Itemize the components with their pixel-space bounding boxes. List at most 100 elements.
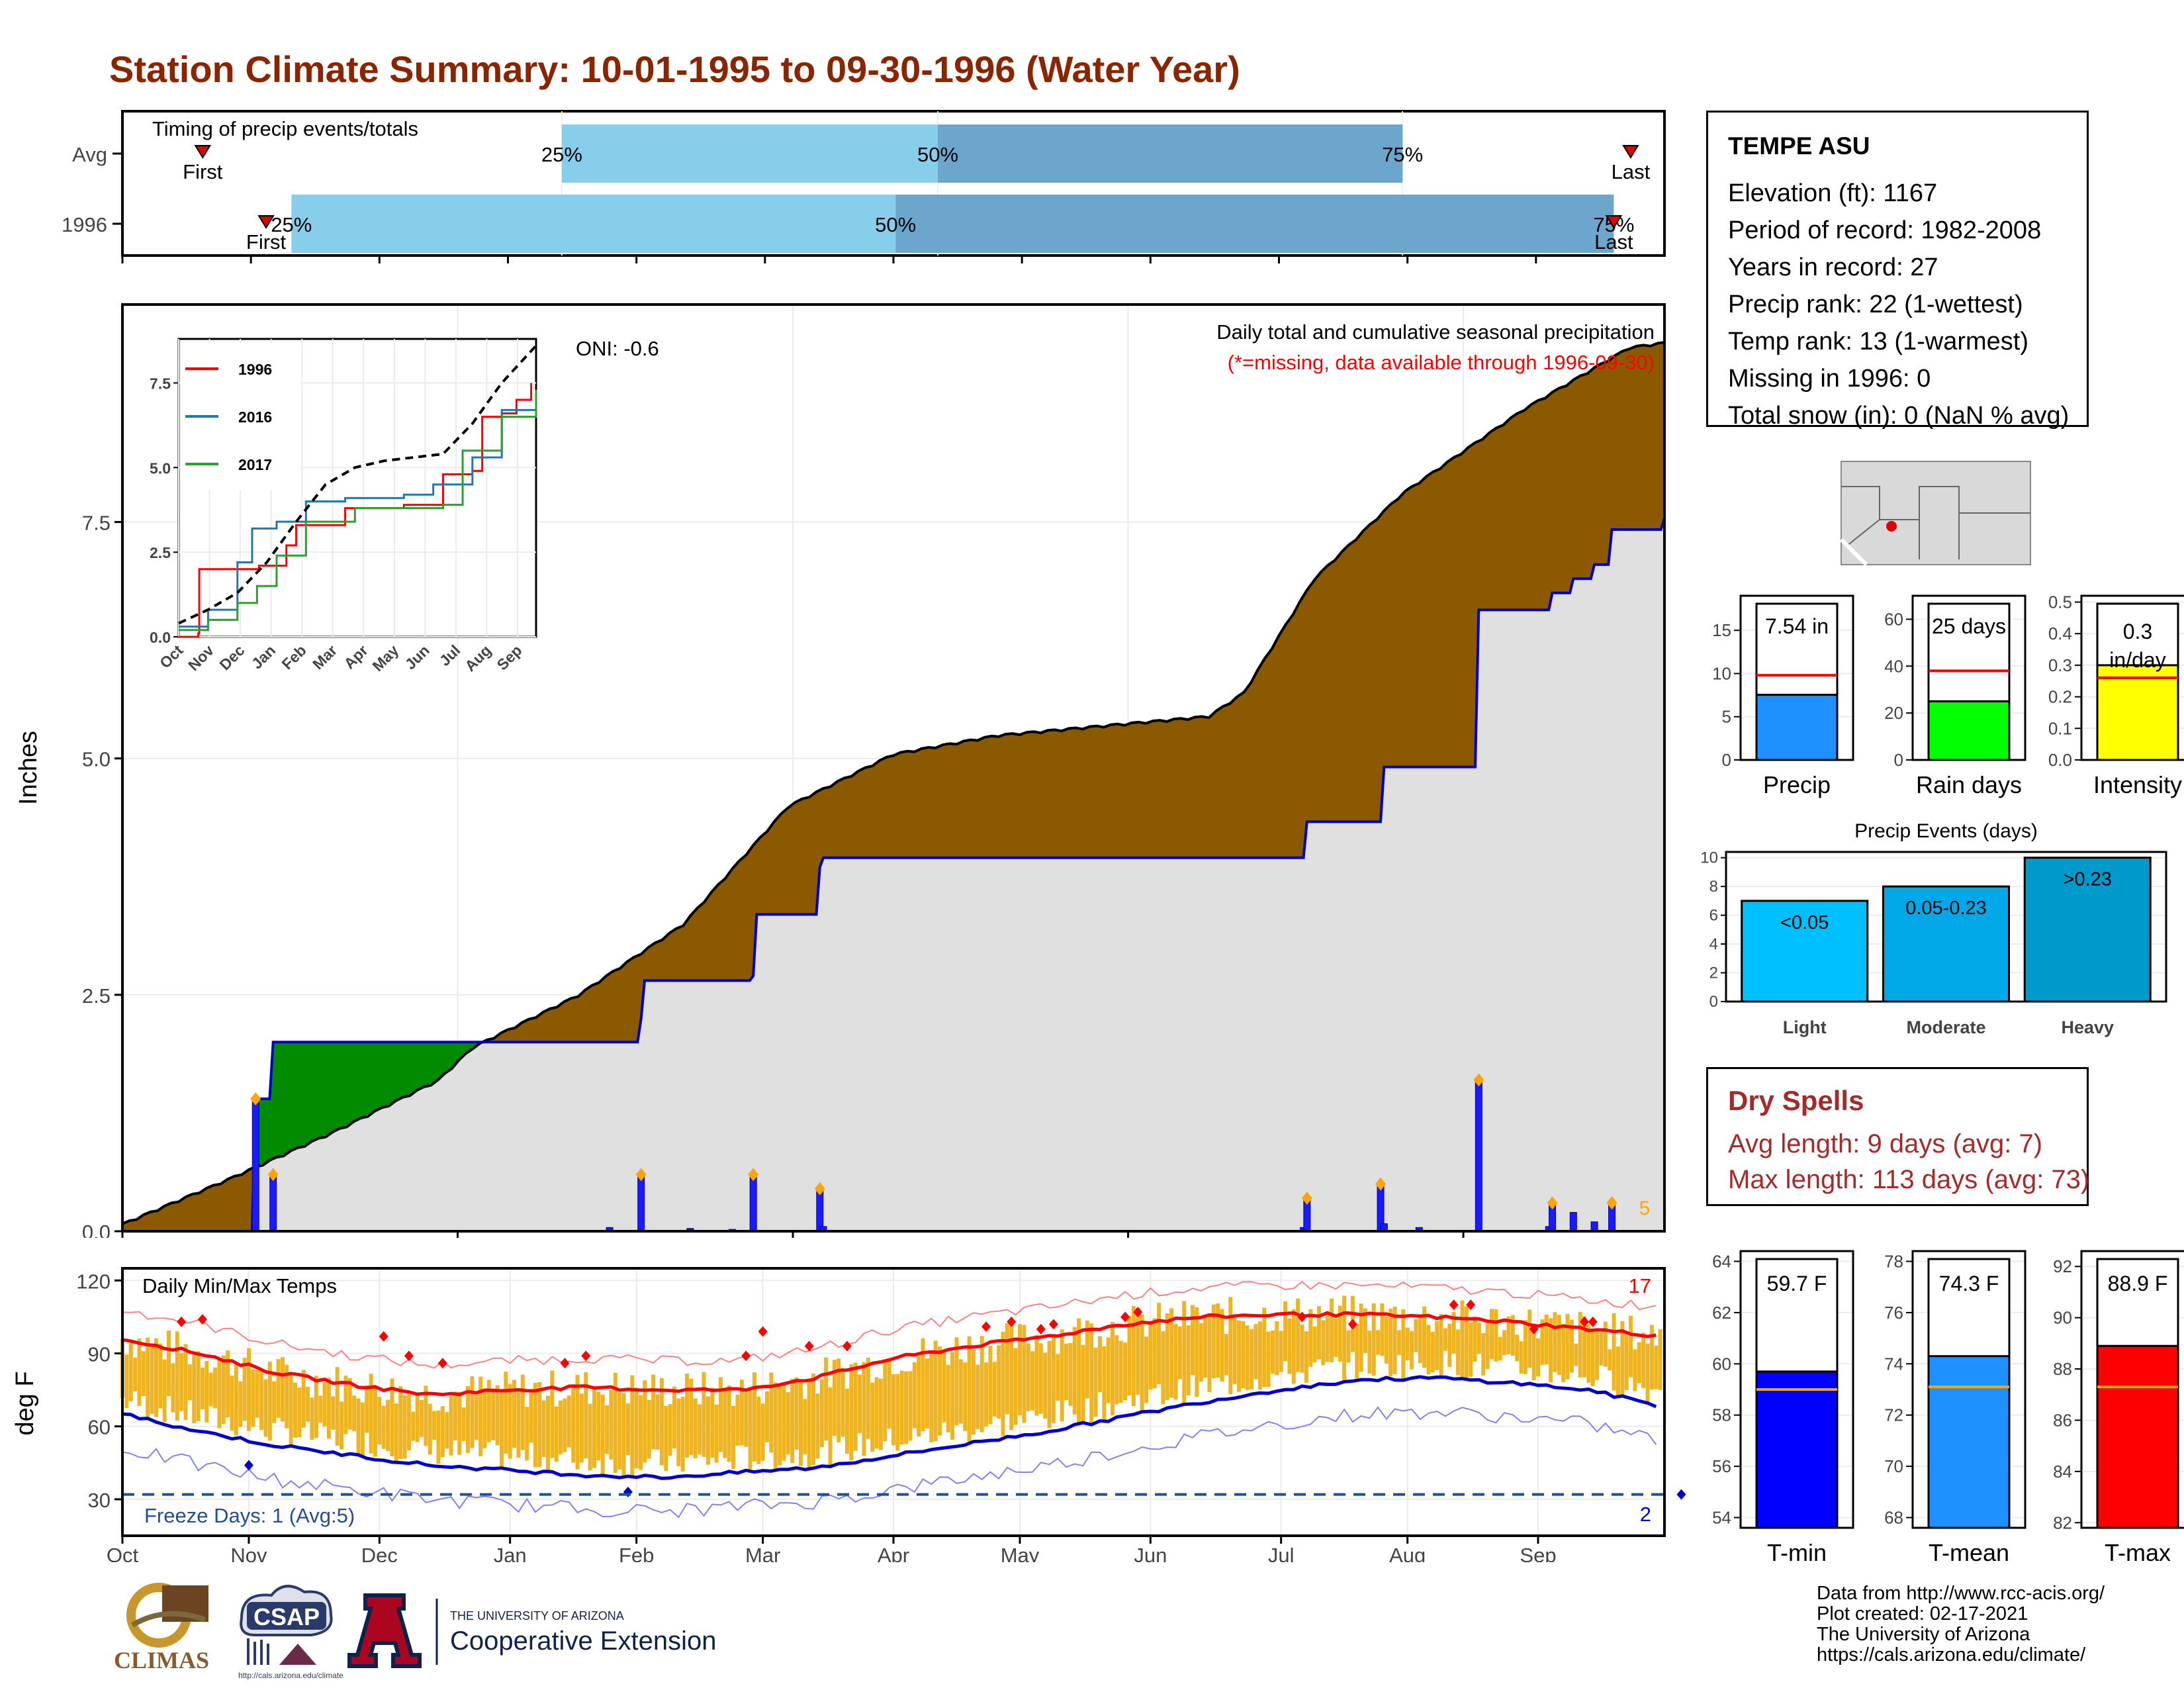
csap-wordmark: CSAP — [253, 1603, 320, 1630]
inset-y-tick-label: 2.5 — [150, 544, 171, 561]
small-y-tick-label: 60 — [1712, 1354, 1731, 1374]
small-y-tick-label: 86 — [2053, 1410, 2072, 1430]
temp-y-axis-label: deg F — [11, 1371, 39, 1435]
small-y-tick-label: 10 — [1712, 663, 1731, 683]
summary-value-unit: in/day — [2109, 648, 2165, 672]
record-high-marker-icon — [804, 1340, 814, 1352]
events-bar — [2023, 857, 2152, 1003]
dry-spells-avg: Avg length: 9 days (avg: 7) — [1728, 1129, 2043, 1158]
events-category-label: Heavy — [2061, 1017, 2114, 1037]
first-label: First — [183, 160, 223, 183]
daily-precip-bar — [637, 1174, 645, 1232]
year-cumulative-area — [122, 518, 1664, 1231]
month-tick-label: Jan — [494, 1544, 527, 1562]
small-plot-frame — [2080, 594, 2184, 761]
events-y-tick-label: 4 — [1709, 935, 1718, 953]
extreme-precip-marker-icon — [1375, 1177, 1387, 1191]
value-bar — [2096, 1344, 2179, 1529]
events-bar-value: >0.23 — [2064, 869, 2112, 890]
inset-series-line — [179, 389, 537, 632]
summary-value-label: 0.3 — [2123, 620, 2152, 643]
small-y-tick-label: 0 — [1894, 750, 1903, 770]
inset-y-tick-label: 5.0 — [150, 459, 171, 477]
temp-chart-title: Daily Min/Max Temps — [142, 1274, 337, 1297]
record-high-marker-icon — [741, 1350, 751, 1362]
record-high-marker-icon — [1120, 1311, 1130, 1323]
record-high-marker-icon — [437, 1358, 447, 1369]
small-y-tick-label: 62 — [1712, 1303, 1731, 1323]
record-high-marker-icon — [1529, 1323, 1539, 1335]
location-map — [1840, 461, 2031, 566]
month-tick-label: May — [1001, 1544, 1040, 1562]
first-marker-icon — [194, 145, 212, 159]
climas-logo: CLIMAS — [114, 1583, 209, 1673]
month-tick-label: Sep — [1520, 1544, 1556, 1562]
small-y-tick-label: 5 — [1722, 707, 1731, 727]
month-tick-label: Jun — [1134, 1544, 1167, 1562]
timing-bar-25-50 — [561, 124, 938, 183]
station-info-box: TEMPE ASU Elevation (ft): 1167 Period of… — [1706, 111, 2089, 430]
freeze-days-label: Freeze Days: 1 (Avg:5) — [144, 1504, 355, 1527]
temp-chart: 30 60 90 120 Oct Nov Dec Jan Feb Mar Apr May Jun Jul A… — [11, 1267, 1686, 1562]
year-cumulative-line — [122, 518, 1666, 1233]
summary-value-label: 7.54 in — [1765, 614, 1829, 638]
first-label: First — [246, 230, 287, 254]
stat-period: Period of record: 1982-2008 — [1728, 216, 2042, 244]
coast — [1840, 538, 1868, 566]
ua-name: THE UNIVERSITY OF ARIZONA — [450, 1609, 624, 1622]
events-y-tick-label: 0 — [1709, 993, 1718, 1011]
precip-chart: 0.0 2.5 5.0 7.5 Inches Daily total and cumula… — [15, 303, 1666, 1238]
timing-label-25: 25% — [271, 213, 312, 236]
state-borders — [1841, 486, 2030, 520]
small-y-tick-label: 70 — [1884, 1456, 1903, 1476]
month-tick-label: Mar — [745, 1544, 780, 1562]
small-y-tick-label: 84 — [2053, 1462, 2072, 1481]
small-y-tick-label: 0.2 — [2048, 687, 2072, 707]
daily-precip-bar — [1475, 1079, 1482, 1232]
value-bar — [2096, 664, 2179, 761]
dry-spells-title: Dry Spells — [1728, 1085, 1864, 1116]
credit-line: Plot created: 02-17-2021 — [1817, 1603, 2028, 1624]
daily-precip-bar — [1590, 1221, 1598, 1232]
record-high-marker-icon — [1007, 1316, 1017, 1327]
credit-line: The University of Arizona — [1817, 1624, 2030, 1645]
small-plot-frame — [1739, 594, 1854, 761]
month-tick-label: Aug — [1389, 1544, 1426, 1562]
small-plot-frame — [1911, 594, 2026, 761]
daily-precip-bar — [1569, 1211, 1577, 1232]
dry-spells-box: Dry Spells Avg length: 9 days (avg: 7) M… — [1706, 1067, 2089, 1206]
small-y-tick-label: 88 — [2053, 1359, 2072, 1379]
summary-value-label: 25 days — [1932, 614, 2006, 638]
summary-bar-label: Precip — [1763, 771, 1831, 798]
stat-precip-rank: Precip rank: 22 (1-wettest) — [1728, 291, 2023, 318]
extreme-count-label: 5 — [1639, 1197, 1651, 1219]
main-chart-label: Daily total and cumulative seasonal prec… — [1216, 320, 1655, 344]
record-high-count: 17 — [1629, 1274, 1651, 1297]
credits: Data from http://www.rcc-acis.org/ Plot … — [1817, 1583, 2105, 1665]
record-low-line — [122, 1406, 1657, 1519]
events-y-tick-label: 2 — [1709, 964, 1718, 982]
inset-legend-label: 2016 — [238, 408, 272, 426]
events-bar-value: 0.05-0.23 — [1905, 898, 1987, 919]
temp-y-tick-label: 60 — [88, 1416, 111, 1439]
record-high-marker-icon — [981, 1321, 991, 1333]
summary-bars: 0 5 10 15 Precip 7.54 in 0 20 40 60 Rain days 25 da… — [1712, 592, 2184, 798]
timing-chart: Timing of precip events/totals Avg 25% 50% 7… — [62, 110, 1666, 263]
dry-spells-max: Max length: 113 days (avg: 73) — [1728, 1165, 2090, 1194]
credit-line: https://cals.arizona.edu/climate/ — [1817, 1644, 2086, 1665]
month-tick-label: Feb — [619, 1544, 654, 1562]
record-high-marker-icon — [1449, 1299, 1459, 1311]
state-borders-2 — [1846, 513, 1960, 559]
csap-mountain-icon — [279, 1644, 316, 1665]
month-tick-label: Dec — [361, 1544, 398, 1562]
record-high-marker-icon — [379, 1331, 388, 1342]
month-tick-label: Jul — [1268, 1544, 1295, 1562]
inset-y-tick-label: 7.5 — [150, 375, 171, 392]
small-y-tick-label: 64 — [1712, 1251, 1731, 1271]
temp-bar-label: T-mean — [1929, 1539, 2009, 1566]
oni-label: ONI: -0.6 — [576, 337, 659, 360]
main-y-tick-label: 2.5 — [82, 984, 111, 1008]
timing-label-25: 25% — [541, 143, 582, 166]
small-y-tick-label: 56 — [1712, 1456, 1731, 1476]
small-y-tick-label: 76 — [1884, 1303, 1903, 1323]
